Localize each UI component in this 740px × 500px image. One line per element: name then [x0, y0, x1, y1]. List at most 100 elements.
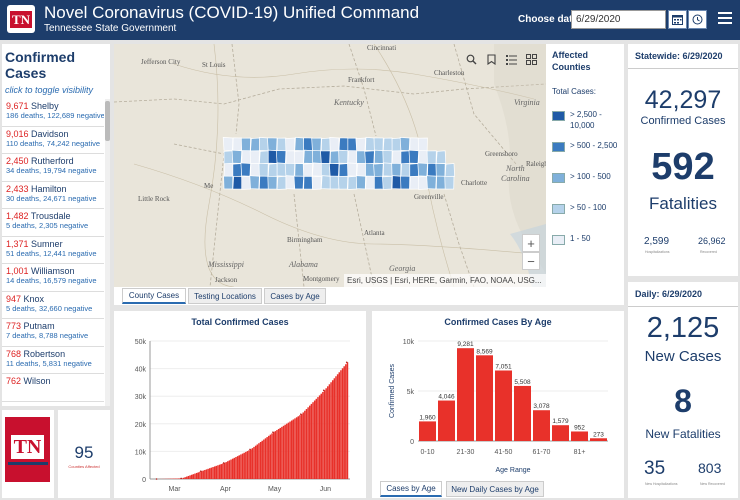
- county-shape[interactable]: [391, 175, 402, 190]
- county-shape[interactable]: [259, 137, 269, 152]
- county-shape[interactable]: [293, 175, 304, 190]
- county-shape[interactable]: [373, 163, 384, 178]
- county-list-item[interactable]: 1,482 Trousdale 5 deaths, 2,305 negative: [2, 209, 104, 237]
- county-shape[interactable]: [374, 175, 384, 190]
- age-bar[interactable]: [552, 425, 569, 441]
- county-shape[interactable]: [409, 175, 420, 190]
- county-shape[interactable]: [417, 162, 428, 177]
- county-shape[interactable]: [258, 163, 269, 177]
- county-shape[interactable]: [444, 175, 455, 190]
- county-shape[interactable]: [382, 175, 393, 190]
- county-shape[interactable]: [391, 137, 402, 152]
- county-shape[interactable]: [223, 175, 234, 190]
- county-shape[interactable]: [240, 162, 251, 177]
- county-shape[interactable]: [374, 149, 384, 164]
- county-shape[interactable]: [409, 137, 420, 152]
- county-shape[interactable]: [347, 175, 358, 190]
- county-list-item[interactable]: 1,371 Sumner 51 deaths, 12,441 negative: [2, 237, 104, 264]
- county-shape[interactable]: [338, 163, 349, 178]
- county-shape[interactable]: [426, 150, 437, 165]
- county-list-item[interactable]: 762 Wilson: [2, 374, 104, 402]
- county-shape[interactable]: [267, 149, 278, 164]
- age-bar[interactable]: [419, 421, 436, 441]
- county-shape[interactable]: [223, 150, 234, 165]
- scrollbar[interactable]: [105, 99, 110, 406]
- history-button[interactable]: [688, 10, 707, 29]
- county-shape[interactable]: [275, 150, 287, 164]
- county-shape[interactable]: [222, 137, 234, 152]
- county-shape[interactable]: [303, 149, 314, 164]
- county-shape[interactable]: [285, 150, 296, 165]
- list-icon[interactable]: [503, 51, 519, 67]
- county-shape[interactable]: [382, 150, 393, 164]
- county-list-item[interactable]: 2,450 Rutherford 34 deaths, 19,794 negati…: [2, 154, 104, 182]
- age-bar[interactable]: [590, 438, 607, 441]
- county-shape[interactable]: [364, 150, 375, 165]
- county-shape[interactable]: [409, 163, 419, 178]
- county-shape[interactable]: [249, 175, 260, 190]
- county-shape[interactable]: [356, 162, 367, 177]
- county-shape[interactable]: [373, 137, 384, 152]
- county-shape[interactable]: [294, 150, 304, 165]
- map-view[interactable]: Jefferson City St Louis Cincinnati Frank…: [114, 44, 546, 287]
- county-shape[interactable]: [276, 137, 287, 152]
- county-shape[interactable]: [365, 175, 376, 190]
- county-list-item[interactable]: 9,671 Shelby 186 deaths, 122,689 negative: [2, 99, 104, 127]
- county-shape[interactable]: [328, 163, 340, 177]
- county-shape[interactable]: [382, 137, 394, 152]
- hamburger-menu-icon[interactable]: [718, 12, 732, 25]
- tab-testing-locations[interactable]: Testing Locations: [188, 288, 262, 304]
- county-shape[interactable]: [400, 150, 411, 165]
- county-shape[interactable]: [240, 137, 251, 152]
- tab-county-cases[interactable]: County Cases: [122, 288, 186, 304]
- calendar-button[interactable]: [668, 10, 687, 29]
- county-shape[interactable]: [329, 175, 340, 190]
- county-shape[interactable]: [294, 163, 305, 177]
- county-shape[interactable]: [356, 150, 366, 165]
- county-shape[interactable]: [232, 175, 243, 190]
- tennessee-county-map[interactable]: [222, 137, 455, 190]
- age-bar[interactable]: [457, 348, 474, 441]
- age-bar[interactable]: [571, 431, 588, 441]
- county-shape[interactable]: [365, 163, 375, 177]
- county-shape[interactable]: [435, 150, 447, 165]
- search-icon[interactable]: [463, 51, 479, 67]
- county-shape[interactable]: [223, 163, 234, 177]
- county-shape[interactable]: [338, 149, 349, 164]
- county-shape[interactable]: [276, 162, 287, 177]
- county-shape[interactable]: [355, 175, 366, 190]
- county-shape[interactable]: [285, 137, 296, 152]
- county-shape[interactable]: [338, 137, 349, 152]
- county-shape[interactable]: [320, 162, 331, 177]
- county-shape[interactable]: [418, 175, 428, 190]
- age-bar[interactable]: [495, 370, 512, 441]
- county-shape[interactable]: [276, 175, 287, 190]
- county-shape[interactable]: [284, 162, 296, 177]
- county-shape[interactable]: [426, 175, 437, 190]
- county-shape[interactable]: [329, 137, 340, 152]
- county-shape[interactable]: [294, 137, 305, 152]
- county-shape[interactable]: [347, 137, 358, 152]
- county-shape[interactable]: [418, 150, 429, 164]
- county-shape[interactable]: [250, 137, 261, 152]
- county-shape[interactable]: [311, 175, 322, 190]
- county-shape[interactable]: [400, 163, 411, 177]
- zoom-out-button[interactable]: −: [522, 252, 540, 270]
- tab-new-daily-cases-by-age[interactable]: New Daily Cases by Age: [446, 481, 544, 497]
- county-shape[interactable]: [312, 150, 322, 164]
- county-shape[interactable]: [382, 162, 393, 177]
- county-shape[interactable]: [320, 150, 331, 165]
- county-shape[interactable]: [320, 137, 331, 152]
- county-list-item[interactable]: 1,001 Williamson 14 deaths, 16,579 negati…: [2, 264, 104, 292]
- county-shape[interactable]: [329, 150, 340, 165]
- age-bar[interactable]: [438, 400, 455, 441]
- county-shape[interactable]: [259, 175, 269, 190]
- county-list-item[interactable]: 2,433 Hamilton 30 deaths, 24,671 negative: [2, 182, 104, 209]
- date-input[interactable]: [571, 10, 666, 29]
- county-shape[interactable]: [347, 162, 358, 177]
- age-bar[interactable]: [476, 355, 493, 441]
- county-shape[interactable]: [337, 175, 349, 190]
- tab-cases-by-age[interactable]: Cases by Age: [264, 288, 326, 304]
- county-shape[interactable]: [267, 163, 279, 178]
- county-shape[interactable]: [232, 163, 243, 178]
